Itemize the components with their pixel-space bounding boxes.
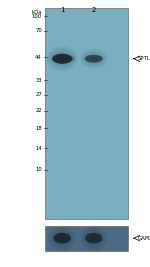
Ellipse shape <box>81 51 106 67</box>
Text: 100: 100 <box>32 14 42 18</box>
Text: kDa: kDa <box>32 10 42 14</box>
Text: SPTLC1: SPTLC1 <box>137 56 150 61</box>
Ellipse shape <box>52 54 72 64</box>
Ellipse shape <box>47 46 78 71</box>
Text: 18: 18 <box>35 126 42 131</box>
Text: 44: 44 <box>35 55 42 60</box>
Text: 1: 1 <box>60 7 64 13</box>
Ellipse shape <box>85 233 102 244</box>
Ellipse shape <box>80 49 108 69</box>
Text: 2: 2 <box>92 7 96 13</box>
Text: 27: 27 <box>35 92 42 97</box>
Bar <box>45 226 128 251</box>
Ellipse shape <box>52 230 72 246</box>
Text: 33: 33 <box>36 78 42 83</box>
Text: GAPDH: GAPDH <box>137 236 150 241</box>
Ellipse shape <box>51 227 74 249</box>
Text: 22: 22 <box>35 108 42 113</box>
Ellipse shape <box>48 49 76 69</box>
Ellipse shape <box>83 53 104 65</box>
Ellipse shape <box>80 225 107 252</box>
Ellipse shape <box>85 55 103 63</box>
Ellipse shape <box>54 233 71 244</box>
Ellipse shape <box>89 57 99 61</box>
Ellipse shape <box>49 225 76 252</box>
Bar <box>45 8 128 219</box>
Text: 14: 14 <box>35 146 42 151</box>
Text: 70: 70 <box>35 28 42 33</box>
Ellipse shape <box>57 56 68 61</box>
Text: 10: 10 <box>35 167 42 172</box>
Ellipse shape <box>82 227 105 249</box>
Ellipse shape <box>64 56 75 61</box>
Ellipse shape <box>50 51 74 66</box>
Ellipse shape <box>89 236 99 241</box>
Ellipse shape <box>84 230 104 246</box>
Ellipse shape <box>57 236 67 241</box>
